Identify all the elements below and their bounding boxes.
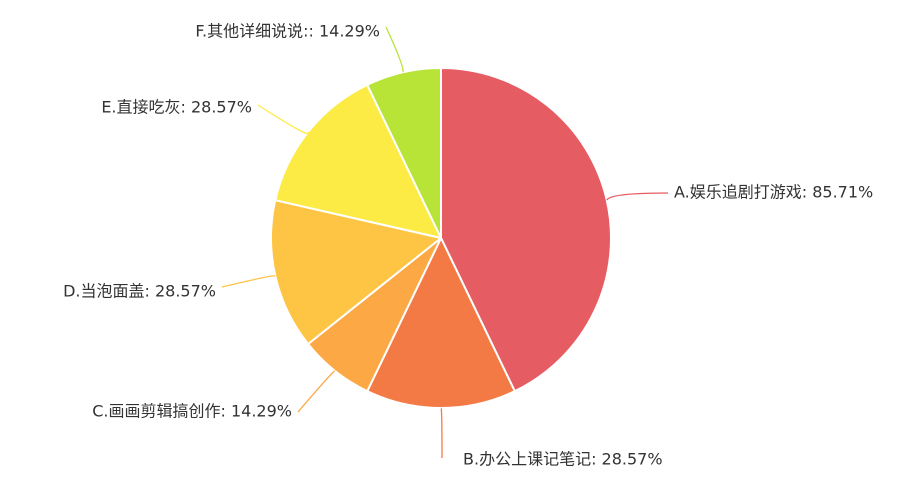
leader-line — [606, 192, 669, 201]
leader-line — [221, 275, 276, 288]
pie-slice[interactable] — [366, 237, 516, 409]
pie-leader-lines — [221, 26, 669, 459]
leader-line — [385, 26, 404, 73]
slice-label: C.画画剪辑搞创作: 14.29% — [92, 402, 292, 421]
pie-slice[interactable] — [440, 67, 612, 393]
slice-label: F.其他详细说说:: 14.29% — [195, 22, 380, 41]
leader-line — [257, 104, 310, 135]
slice-label: B.办公上课记笔记: 28.57% — [463, 450, 663, 469]
slice-label: D.当泡面盖: 28.57% — [63, 282, 216, 301]
slice-label: A.娱乐追剧打游戏: 85.71% — [674, 183, 873, 202]
leader-line — [440, 407, 443, 459]
pie-labels: A.娱乐追剧打游戏: 85.71% B.办公上课记笔记: 28.57% C.画画剪辑… — [63, 22, 873, 469]
slice-label: E.直接吃灰: 28.57% — [101, 98, 252, 117]
leader-line — [297, 370, 336, 413]
pie-slice[interactable] — [270, 199, 442, 345]
pie-slices — [270, 67, 612, 409]
